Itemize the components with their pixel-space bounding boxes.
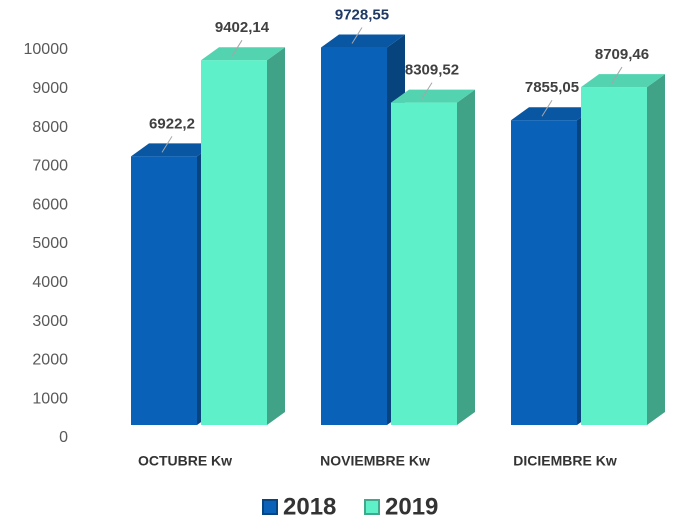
- bar-top: [391, 89, 475, 103]
- value-label: 8309,52: [405, 62, 459, 79]
- leader-line: [541, 99, 553, 117]
- bar-top: [581, 74, 665, 88]
- y-tick-label: 0: [59, 429, 68, 446]
- y-tick-label: 9000: [32, 80, 68, 97]
- y-tick-label: 10000: [24, 41, 69, 58]
- bar-top: [201, 47, 285, 61]
- legend-label: 2019: [385, 493, 438, 518]
- y-tick-label: 6000: [32, 196, 68, 213]
- x-tick-label: DICIEMBRE Kw: [513, 453, 617, 469]
- legend-label: 2018: [283, 493, 336, 518]
- value-label: 9402,14: [215, 19, 270, 36]
- y-tick-label: 4000: [32, 274, 68, 291]
- value-label: 8709,46: [595, 46, 649, 63]
- bar-front: [581, 87, 647, 426]
- value-label: 9728,55: [335, 7, 389, 24]
- bar: [391, 89, 475, 425]
- value-label: 7855,05: [525, 79, 579, 96]
- bar-front: [321, 47, 387, 426]
- y-tick-label: 7000: [32, 158, 68, 175]
- leader-line: [161, 136, 173, 153]
- leader-line: [421, 82, 433, 99]
- bar-front: [511, 120, 577, 425]
- bar-front: [391, 102, 457, 425]
- y-tick-label: 2000: [32, 352, 68, 369]
- bar-side: [267, 47, 285, 426]
- bar: [201, 47, 285, 426]
- bar-top: [321, 34, 405, 48]
- bar-top: [131, 143, 215, 157]
- y-tick-label: 3000: [32, 313, 68, 330]
- bar-front: [201, 60, 267, 426]
- bar-top: [511, 107, 595, 121]
- leader-line: [231, 39, 243, 57]
- value-label: 6922,2: [149, 115, 195, 132]
- x-tick-label: OCTUBRE Kw: [138, 453, 232, 469]
- bar-front: [131, 156, 197, 425]
- bar-side: [647, 74, 665, 426]
- leader-line: [611, 66, 623, 84]
- legend-swatch: [262, 499, 278, 515]
- y-tick-label: 8000: [32, 119, 68, 136]
- y-tick-label: 5000: [32, 235, 68, 252]
- bar: [581, 74, 665, 426]
- bar-side: [457, 89, 475, 425]
- y-tick-label: 1000: [32, 390, 68, 407]
- leader-line: [351, 27, 363, 44]
- x-tick-label: NOVIEMBRE Kw: [320, 453, 430, 469]
- legend-swatch: [364, 499, 380, 515]
